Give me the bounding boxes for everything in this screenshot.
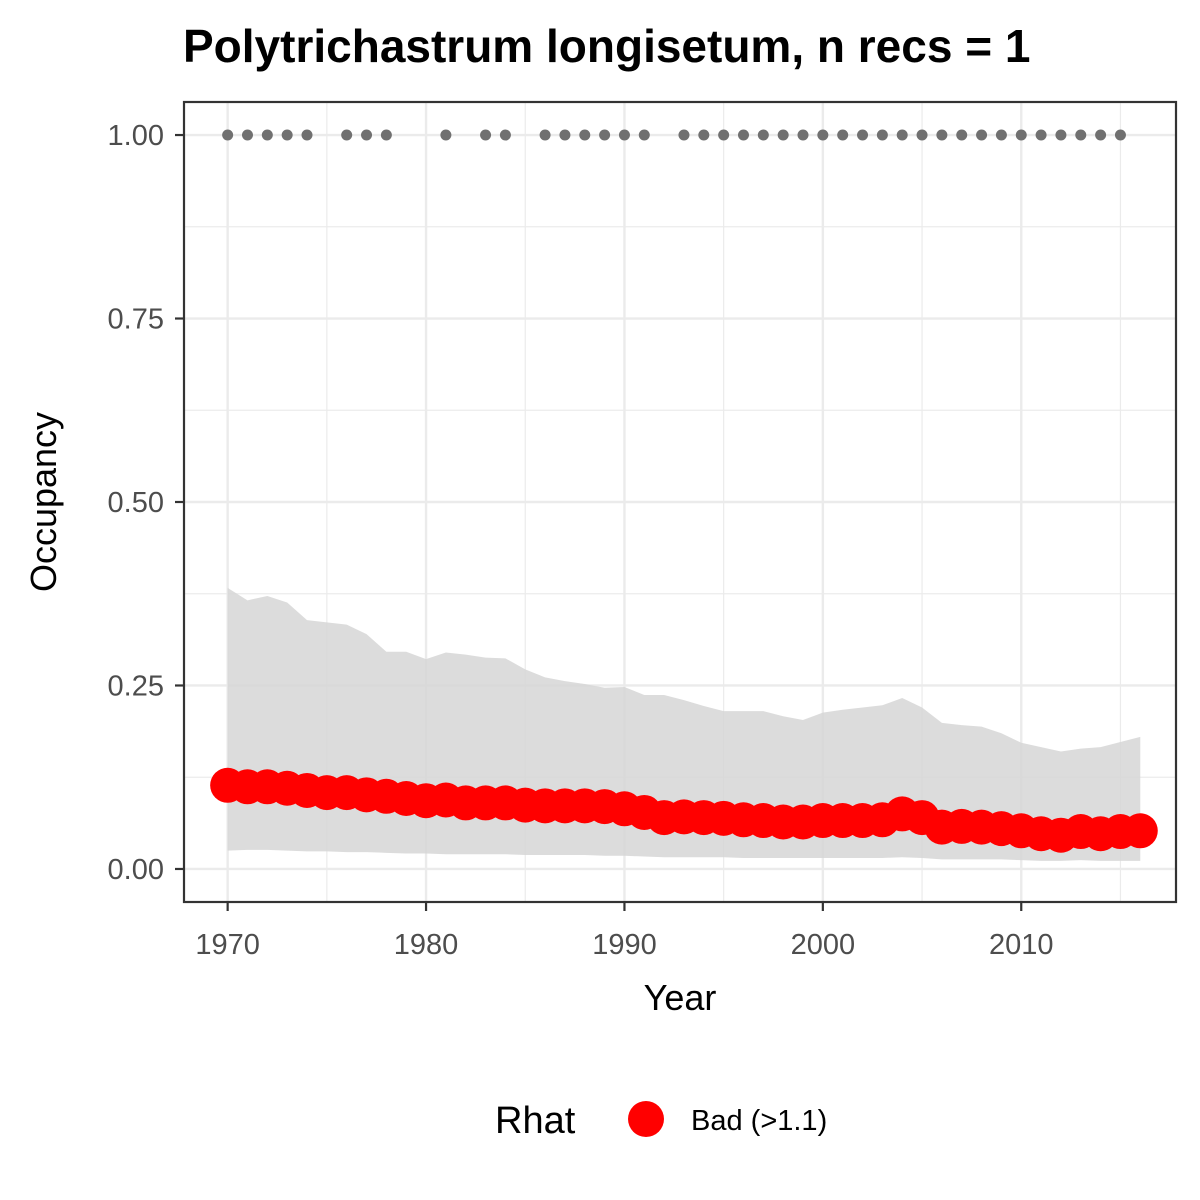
record-point	[797, 129, 809, 141]
record-point	[1114, 129, 1126, 141]
record-point	[261, 129, 273, 141]
x-axis-title: Year	[644, 977, 717, 1018]
record-point	[1035, 129, 1047, 141]
record-point	[499, 129, 511, 141]
x-tick-label: 1990	[592, 929, 657, 961]
record-point	[638, 129, 650, 141]
legend-title: Rhat	[495, 1100, 576, 1142]
record-point	[440, 129, 452, 141]
record-point	[1055, 129, 1067, 141]
occupancy-point	[1122, 813, 1158, 849]
x-tick-label: 1970	[195, 929, 260, 961]
record-point	[896, 129, 908, 141]
record-point	[757, 129, 769, 141]
record-point	[1075, 129, 1087, 141]
record-point	[241, 129, 253, 141]
record-point	[737, 129, 749, 141]
record-point	[380, 129, 392, 141]
record-point	[618, 129, 630, 141]
record-point	[976, 129, 988, 141]
y-axis-title: Occupancy	[23, 412, 64, 592]
record-point	[857, 129, 869, 141]
record-point	[579, 129, 591, 141]
y-tick-label: 0.25	[108, 670, 164, 702]
chart-title: Polytrichastrum longisetum, n recs = 1	[183, 20, 1030, 72]
record-point	[341, 129, 353, 141]
legend-key-bad-rhat	[628, 1101, 664, 1137]
record-point	[995, 129, 1007, 141]
record-point	[837, 129, 849, 141]
record-points	[222, 129, 1126, 141]
record-point	[876, 129, 888, 141]
record-point	[956, 129, 968, 141]
occupancy-mean-points	[210, 767, 1158, 853]
x-tick-label: 2000	[791, 929, 856, 961]
record-point	[718, 129, 730, 141]
legend-label-bad-rhat: Bad (>1.1)	[691, 1105, 827, 1137]
y-axis: 0.00 0.25 0.50 0.75 1.00	[108, 120, 184, 886]
y-tick-label: 0.75	[108, 304, 164, 336]
record-point	[281, 129, 293, 141]
record-point	[817, 129, 829, 141]
record-point	[777, 129, 789, 141]
legend: Rhat Bad (>1.1)	[495, 1100, 827, 1142]
plot-panel	[182, 100, 1178, 904]
record-point	[361, 129, 373, 141]
x-axis: 1970 1980 1990 2000 2010	[195, 902, 1054, 961]
record-point	[916, 129, 928, 141]
y-tick-label: 0.00	[108, 854, 164, 886]
record-point	[559, 129, 571, 141]
record-point	[1015, 129, 1027, 141]
record-point	[222, 129, 234, 141]
record-point	[301, 129, 313, 141]
record-point	[698, 129, 710, 141]
y-tick-label: 0.50	[108, 487, 164, 519]
record-point	[539, 129, 551, 141]
record-point	[599, 129, 611, 141]
x-tick-label: 1980	[394, 929, 459, 961]
y-tick-label: 1.00	[108, 120, 164, 152]
record-point	[1095, 129, 1107, 141]
x-tick-label: 2010	[989, 929, 1054, 961]
record-point	[936, 129, 948, 141]
record-point	[678, 129, 690, 141]
record-point	[480, 129, 492, 141]
